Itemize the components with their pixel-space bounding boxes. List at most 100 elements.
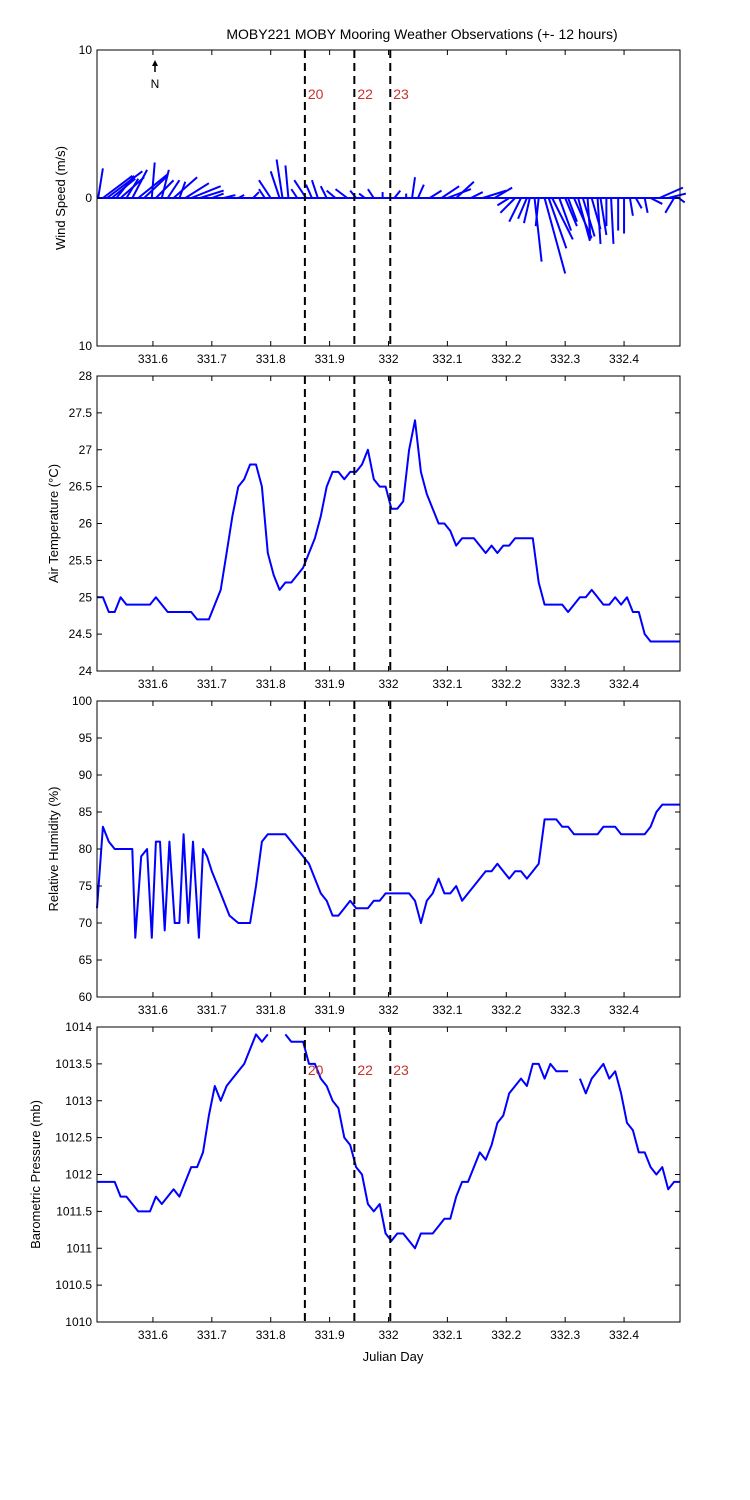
- wind-stick: [429, 189, 443, 199]
- wind-stick: [558, 197, 572, 231]
- wind-stick: [393, 189, 402, 199]
- wind-stick: [358, 192, 366, 199]
- y-tick-label: 65: [79, 953, 93, 967]
- data-line: [97, 1033, 269, 1213]
- wind-stick: [367, 188, 375, 199]
- y-tick-label: 60: [79, 990, 93, 1004]
- wind-stick: [237, 194, 245, 199]
- x-tick-label: 332.1: [432, 677, 462, 691]
- wind-stick: [534, 197, 540, 227]
- x-tick-label: 331.9: [315, 1328, 345, 1342]
- wind-stick: [411, 177, 416, 199]
- x-tick-label: 331.8: [256, 1003, 286, 1017]
- x-tick-label: 332.2: [491, 352, 521, 366]
- north-label: N: [151, 77, 160, 91]
- wind-stick: [586, 197, 592, 240]
- x-tick-label: 332: [378, 1003, 398, 1017]
- wind-stick: [482, 189, 507, 199]
- wind-stick: [643, 197, 649, 213]
- x-tick-label: 332.2: [491, 1328, 521, 1342]
- wind-stick: [551, 197, 574, 240]
- y-tick-label: 1012: [65, 1168, 92, 1182]
- wind-stick: [290, 188, 299, 199]
- y-tick-label: 70: [79, 916, 93, 930]
- y-axis-label: Barometric Pressure (mb): [28, 1100, 43, 1249]
- wind-stick: [211, 192, 224, 199]
- x-tick-label: 331.8: [256, 1328, 286, 1342]
- wind-stick: [190, 185, 222, 199]
- y-tick-label: 26: [79, 517, 93, 531]
- y-tick-label: 25: [79, 590, 93, 604]
- wind-stick: [496, 197, 510, 207]
- x-tick-label: 331.8: [256, 677, 286, 691]
- y-tick-label: 85: [79, 805, 93, 819]
- wind-stick: [664, 197, 675, 214]
- wind-stick: [658, 186, 684, 199]
- wind-stick: [305, 184, 313, 199]
- wind-stick: [258, 179, 272, 199]
- x-tick-label: 332.1: [432, 1003, 462, 1017]
- y-tick-label: 10: [79, 43, 93, 57]
- x-tick-label: 331.9: [315, 677, 345, 691]
- x-tick-label: 331.7: [197, 677, 227, 691]
- y-tick-label: 1012.5: [55, 1131, 92, 1145]
- plot-frame: [96, 1026, 681, 1323]
- wind-stick: [150, 162, 156, 199]
- wind-stick: [634, 197, 643, 209]
- y-tick-label: 75: [79, 879, 93, 893]
- y-tick-label: 1010: [65, 1315, 92, 1329]
- plot-frame: [96, 375, 681, 672]
- x-tick-label: 332.3: [550, 677, 580, 691]
- figure-title: MOBY221 MOBY Mooring Weather Observation…: [226, 26, 617, 42]
- x-tick-label: 332.1: [432, 352, 462, 366]
- wind-stick: [499, 197, 516, 214]
- marker-label: 22: [357, 86, 373, 102]
- y-axis-label: Wind Speed (m/s): [53, 146, 68, 250]
- wind-stick: [160, 169, 170, 199]
- wind-stick: [223, 194, 236, 199]
- wind-stick: [199, 189, 224, 199]
- y-tick-label: 10: [79, 339, 93, 353]
- wind-stick: [106, 170, 143, 199]
- x-tick-label: 332.4: [609, 352, 639, 366]
- x-tick-label: 332.4: [609, 677, 639, 691]
- wind-stick: [258, 188, 266, 199]
- x-tick-label: 331.7: [197, 1328, 227, 1342]
- y-tick-label: 80: [79, 842, 93, 856]
- y-tick-label: 26.5: [69, 480, 93, 494]
- y-tick-label: 28: [79, 369, 93, 383]
- wind-stick: [166, 179, 181, 199]
- marker-label: 20: [308, 1062, 324, 1078]
- x-tick-label: 332.3: [550, 352, 580, 366]
- wind-stick: [470, 191, 484, 199]
- data-line: [284, 1033, 569, 1250]
- x-axis-label: Julian Day: [363, 1349, 424, 1364]
- panel-3: 331.6 331.7 331.8 331.9 332 332.1 332.2 332.3 33…: [46, 694, 681, 1017]
- y-axis-label: Air Temperature (°C): [46, 464, 61, 583]
- x-tick-label: 331.7: [197, 1003, 227, 1017]
- y-tick-label: 27: [79, 443, 93, 457]
- data-line: [97, 419, 680, 643]
- x-tick-label: 331.9: [315, 352, 345, 366]
- marker-label: 23: [393, 86, 409, 102]
- x-tick-label: 332.1: [432, 1328, 462, 1342]
- y-tick-label: 1014: [65, 1020, 92, 1034]
- wind-stick: [275, 159, 284, 199]
- x-tick-label: 332.2: [491, 1003, 521, 1017]
- x-tick-label: 332.3: [550, 1328, 580, 1342]
- y-tick-label: 1010.5: [55, 1278, 92, 1292]
- wind-stick: [650, 197, 663, 205]
- wind-stick: [131, 169, 148, 199]
- wind-stick: [493, 186, 513, 199]
- data-line: [96, 803, 680, 939]
- panel-2: 331.6 331.7 331.8 331.9 332 332.1 332.2 332.3 33…: [46, 369, 681, 691]
- wind-stick: [517, 197, 528, 220]
- wind-stick: [334, 188, 348, 199]
- wind-stick: [310, 179, 319, 199]
- wind-stick: [252, 191, 260, 199]
- x-tick-label: 332.2: [491, 677, 521, 691]
- wind-stick: [269, 171, 281, 199]
- y-tick-label: 1013: [65, 1094, 92, 1108]
- panel-4: 20 22 23 331.6 331.7 331.8 331.9 332 332.1 332.2 3…: [28, 1020, 681, 1342]
